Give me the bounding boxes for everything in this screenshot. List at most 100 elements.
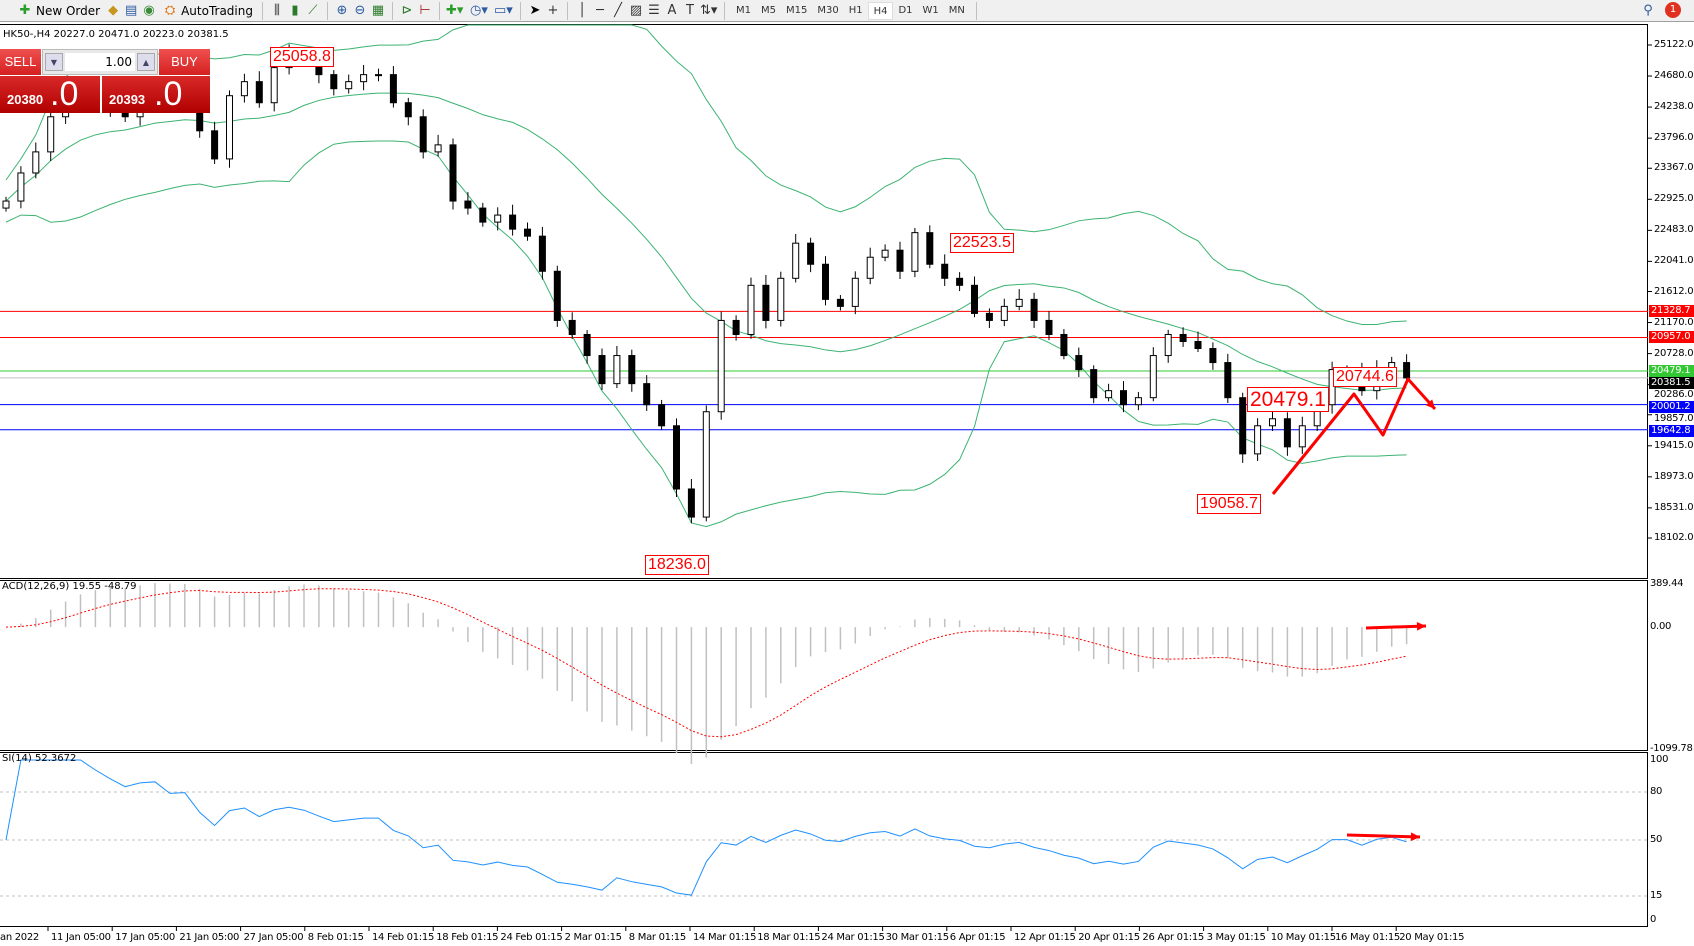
candle-bullish <box>1015 298 1023 307</box>
text-label-icon[interactable]: T <box>686 2 694 18</box>
time-axis-label: 24 Feb 01:15 <box>500 932 563 943</box>
timeframe-h1[interactable]: H1 <box>848 4 863 16</box>
tile-windows-icon[interactable]: ▦ <box>371 2 385 18</box>
candle-bullish <box>613 355 621 385</box>
price-annotation-high: 25058.8 <box>270 47 334 67</box>
price-axis-label: 21612.0 <box>1654 285 1694 297</box>
timeframe-m30[interactable]: M30 <box>817 4 839 16</box>
templates-icon[interactable]: ▭▾ <box>493 2 513 18</box>
buy-price-button[interactable]: 20393 .0 <box>102 76 210 113</box>
new-order-button[interactable]: ✚ New Order <box>14 1 103 21</box>
fibonacci-icon[interactable]: ☰ <box>648 2 660 18</box>
candle-bullish <box>1164 333 1172 357</box>
time-axis-label: 20 Apr 01:15 <box>1078 932 1140 943</box>
text-icon[interactable]: A <box>667 2 677 18</box>
horizontal-line-icon[interactable]: ─ <box>596 2 604 18</box>
autotrading-button[interactable]: ⛭ AutoTrading <box>159 1 256 21</box>
price-axis-label: 18973.0 <box>1654 470 1694 482</box>
bar-chart-icon[interactable]: ⫼ <box>273 2 280 18</box>
horizontal-line-price-tag: 19642.8 <box>1649 425 1694 438</box>
time-axis-label: 8 Feb 01:15 <box>307 932 364 943</box>
periods-icon[interactable]: ◷▾ <box>469 2 488 18</box>
cursor-icon[interactable]: ➤ <box>529 2 541 18</box>
candle-bearish <box>673 425 680 490</box>
candle-bullish <box>1134 397 1142 406</box>
time-axis-label: 10 May 01:15 <box>1270 932 1336 943</box>
candle-bullish <box>360 74 368 83</box>
separator <box>326 1 328 20</box>
indicators-icon[interactable]: ✚▾ <box>445 2 464 18</box>
trendline-icon[interactable]: ╱ <box>614 2 622 18</box>
candle-bullish <box>1254 425 1262 455</box>
candle-bearish <box>1403 362 1411 379</box>
equidistant-channel-icon[interactable]: ▨ <box>629 2 643 18</box>
timeframe-m15[interactable]: M15 <box>785 4 808 16</box>
candle-bearish <box>1209 348 1217 364</box>
macd-arrow-head <box>1416 621 1426 631</box>
rsi-axis-label: 15 <box>1650 890 1663 901</box>
chart-window[interactable]: HK50-,H4 20227.0 20471.0 20223.0 20381.5… <box>0 24 1694 946</box>
chart-canvas <box>0 24 1652 931</box>
line-chart-icon[interactable]: ⟋ <box>308 2 318 18</box>
volume-decrease-button[interactable]: ▼ <box>45 53 63 71</box>
sell-price-button[interactable]: 20380 .0 <box>0 76 100 113</box>
price-axis-label: 23796.0 <box>1654 132 1694 144</box>
volume-increase-button[interactable]: ▲ <box>137 53 155 71</box>
candle-bullish <box>270 67 278 104</box>
new-order-icon: ✚ <box>19 2 31 18</box>
crosshair-icon[interactable]: + <box>547 2 559 18</box>
price-axis-label: 20728.0 <box>1654 347 1694 359</box>
candle-bullish <box>1328 369 1336 406</box>
price-panel[interactable] <box>0 24 1648 579</box>
candle-bearish <box>1045 319 1053 335</box>
chart-shift-icon[interactable]: ⊢ <box>419 2 431 18</box>
time-axis-label: 27 Jan 05:00 <box>243 932 304 943</box>
buy-button[interactable]: BUY <box>159 49 210 75</box>
notification-icon[interactable]: 1 <box>1665 2 1681 18</box>
timeframe-m5[interactable]: M5 <box>760 4 776 16</box>
time-axis-label: 20 May 01:15 <box>1399 932 1465 943</box>
history-icon[interactable]: ▤ <box>124 2 138 18</box>
timeframe-mn[interactable]: MN <box>948 4 965 16</box>
price-axis-label: 19857.0 <box>1654 413 1694 425</box>
price-axis-label: 24238.0 <box>1654 101 1694 113</box>
candle-bullish <box>866 256 874 279</box>
price-axis-label: 21170.0 <box>1654 317 1694 329</box>
candle-bullish <box>851 277 859 307</box>
vertical-line-icon[interactable]: │ <box>578 2 586 18</box>
candle-bullish <box>2 200 10 209</box>
candle-bullish <box>717 319 725 413</box>
candle-bearish <box>389 74 397 104</box>
price-axis-label: 20286.0 <box>1654 389 1694 401</box>
timeframe-d1[interactable]: D1 <box>898 4 913 16</box>
signals-icon[interactable]: ◉ <box>143 2 155 18</box>
candle-bullish <box>702 411 710 518</box>
bollinger-upper-band <box>5 24 1407 326</box>
candle-bearish <box>1283 418 1291 448</box>
timeframe-w1[interactable]: W1 <box>922 4 939 16</box>
zoom-in-icon[interactable]: ⊕ <box>336 2 348 18</box>
chart-header: HK50-,H4 20227.0 20471.0 20223.0 20381.5 <box>3 29 229 40</box>
arrows-icon[interactable]: ⇅▾ <box>699 2 718 18</box>
rsi-axis-label: 50 <box>1650 834 1663 845</box>
timeframe-m1[interactable]: M1 <box>735 4 751 16</box>
candle-bullish <box>434 144 442 153</box>
autoscroll-icon[interactable]: ⊳ <box>401 2 413 18</box>
candlestick-icon[interactable]: ▮ <box>291 2 299 18</box>
candle-bearish <box>1090 369 1098 399</box>
metaeditor-icon[interactable]: ◆ <box>108 2 119 18</box>
volume-control: ▼ 1.00 ▲ <box>42 49 158 75</box>
candle-bearish <box>971 284 978 314</box>
separator <box>723 1 725 20</box>
separator <box>438 1 440 20</box>
time-axis-label: 21 Jan 05:00 <box>179 932 240 943</box>
sell-button[interactable]: SELL <box>0 49 41 75</box>
candle-bullish <box>911 232 919 272</box>
rsi-axis-label: 100 <box>1650 754 1669 765</box>
price-axis-label: 19415.0 <box>1654 439 1694 451</box>
zoom-out-icon[interactable]: ⊖ <box>354 2 366 18</box>
search-icon[interactable]: ⚲ <box>1643 3 1653 18</box>
volume-input[interactable]: 1.00 <box>65 53 135 71</box>
timeframe-h4[interactable]: H4 <box>867 1 894 20</box>
rsi-title: SI(14) 52.3672 <box>2 753 77 764</box>
